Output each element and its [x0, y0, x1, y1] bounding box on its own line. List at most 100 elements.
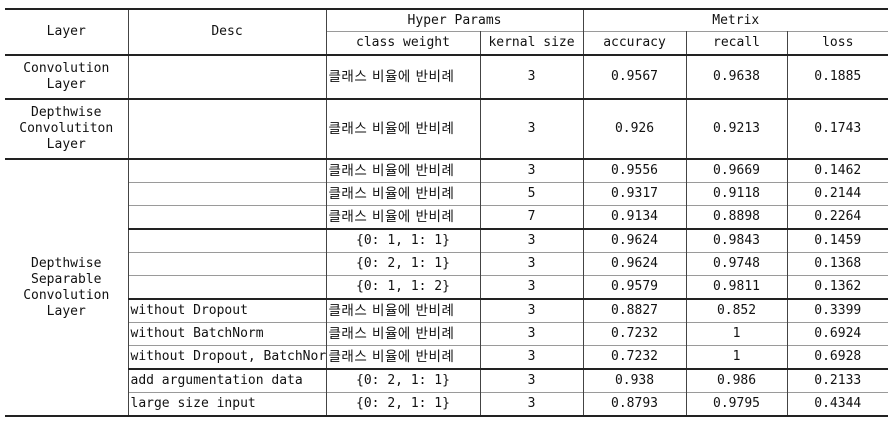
- group-label-depthwise: Depthwise Convolutiton Layer: [5, 98, 129, 159]
- table-row: Depthwise Separable Convolution Layer 클래…: [5, 158, 889, 417]
- table-row: Depthwise Convolutiton Layer 클래스 비율에 반비례…: [5, 98, 889, 159]
- row-loss: 0.1885: [786, 54, 889, 99]
- row-accuracy: 0.9624: [582, 228, 687, 253]
- table-row: {0: 1, 1: 2} 3 0.9579 0.9811 0.1362: [5, 275, 889, 299]
- row-accuracy: 0.9556: [582, 158, 687, 183]
- row-desc: [128, 182, 327, 206]
- row-kernel-size: 3: [479, 392, 584, 417]
- row-loss: 0.2144: [786, 182, 889, 206]
- table-row: 클래스 비율에 반비례 7 0.9134 0.8898 0.2264: [5, 205, 889, 229]
- table-row: without Dropout 클래스 비율에 반비례 3 0.8827 0.8…: [5, 298, 889, 323]
- row-desc: without Dropout: [128, 298, 327, 323]
- row-desc: [127, 54, 327, 99]
- header-desc: Desc: [127, 8, 327, 56]
- row-loss: 0.4344: [786, 392, 889, 417]
- row-desc: [128, 228, 327, 253]
- row-class-weight: {0: 2, 1: 1}: [325, 392, 481, 417]
- row-recall: 0.9638: [685, 54, 788, 99]
- row-desc: without BatchNorm: [128, 322, 327, 346]
- row-desc: large size input: [128, 392, 327, 417]
- row-desc: [128, 252, 327, 276]
- row-accuracy: 0.9317: [582, 182, 687, 206]
- row-recall: 1: [685, 345, 788, 369]
- header-layer: Layer: [5, 8, 129, 56]
- table-row: add argumentation data {0: 2, 1: 1} 3 0.…: [5, 368, 889, 393]
- row-desc: [127, 158, 327, 183]
- row-recall: 0.986: [685, 368, 788, 393]
- row-accuracy: 0.938: [582, 368, 687, 393]
- table-row: without BatchNorm 클래스 비율에 반비례 3 0.7232 1…: [5, 322, 889, 346]
- table-row: 클래스 비율에 반비례 5 0.9317 0.9118 0.2144: [5, 182, 889, 206]
- row-accuracy: 0.9134: [582, 205, 687, 229]
- row-loss: 0.1743: [786, 98, 889, 159]
- row-desc: [127, 98, 327, 159]
- table-row: {0: 1, 1: 1} 3 0.9624 0.9843 0.1459: [5, 228, 889, 253]
- row-kernel-size: 3: [479, 252, 584, 276]
- row-recall: 0.9843: [685, 228, 788, 253]
- row-recall: 0.9795: [685, 392, 788, 417]
- row-accuracy: 0.7232: [582, 345, 687, 369]
- group-label-text: Depthwise Convolutiton Layer: [19, 105, 114, 152]
- row-accuracy: 0.8793: [582, 392, 687, 417]
- row-class-weight: 클래스 비율에 반비례: [325, 298, 481, 323]
- row-desc: without Dropout, BatchNorm: [128, 345, 327, 369]
- row-recall: 0.8898: [685, 205, 788, 229]
- row-accuracy: 0.7232: [582, 322, 687, 346]
- group-label-text: Convolution Layer: [23, 61, 110, 92]
- group-label-convolution: Convolution Layer: [5, 54, 129, 99]
- row-recall: 0.9213: [685, 98, 788, 159]
- row-kernel-size: 3: [479, 98, 584, 159]
- table-row: without Dropout, BatchNorm 클래스 비율에 반비례 3…: [5, 345, 889, 369]
- row-desc: [128, 205, 327, 229]
- header-kernal-size: kernal size: [479, 31, 584, 56]
- row-class-weight: {0: 1, 1: 1}: [325, 228, 481, 253]
- table-row: Convolution Layer 클래스 비율에 반비례 3 0.9567 0…: [5, 54, 889, 99]
- table-row: large size input {0: 2, 1: 1} 3 0.8793 0…: [5, 392, 889, 417]
- row-desc: [128, 275, 327, 299]
- row-accuracy: 0.9624: [582, 252, 687, 276]
- row-kernel-size: 3: [479, 368, 584, 393]
- row-loss: 0.6924: [786, 322, 889, 346]
- row-recall: 0.9669: [685, 158, 788, 183]
- header-recall: recall: [685, 31, 788, 56]
- results-table: Layer Desc Hyper Params Metrix class wei…: [5, 8, 889, 417]
- row-kernel-size: 3: [479, 275, 584, 299]
- row-loss: 0.3399: [786, 298, 889, 323]
- row-loss: 0.2133: [786, 368, 889, 393]
- row-kernel-size: 3: [479, 322, 584, 346]
- row-loss: 0.1362: [786, 275, 889, 299]
- header-loss: loss: [786, 31, 889, 56]
- table-row: {0: 2, 1: 1} 3 0.9624 0.9748 0.1368: [5, 252, 889, 276]
- row-class-weight: {0: 2, 1: 1}: [325, 368, 481, 393]
- row-kernel-size: 3: [479, 158, 584, 183]
- row-class-weight: 클래스 비율에 반비례: [325, 182, 481, 206]
- row-loss: 0.1459: [786, 228, 889, 253]
- row-recall: 1: [685, 322, 788, 346]
- header-accuracy: accuracy: [582, 31, 687, 56]
- row-loss: 0.1462: [786, 158, 889, 183]
- row-class-weight: 클래스 비율에 반비례: [325, 158, 481, 183]
- row-loss: 0.6928: [786, 345, 889, 369]
- row-recall: 0.852: [685, 298, 788, 323]
- row-accuracy: 0.9567: [582, 54, 687, 99]
- row-kernel-size: 7: [479, 205, 584, 229]
- header-hyper-params: Hyper Params: [325, 8, 584, 32]
- row-recall: 0.9118: [685, 182, 788, 206]
- row-class-weight: 클래스 비율에 반비례: [325, 322, 481, 346]
- row-recall: 0.9748: [685, 252, 788, 276]
- header-metrix: Metrix: [582, 8, 889, 32]
- row-kernel-size: 3: [479, 54, 584, 99]
- row-class-weight: 클래스 비율에 반비례: [325, 54, 481, 99]
- row-kernel-size: 3: [479, 345, 584, 369]
- row-class-weight: 클래스 비율에 반비례: [325, 98, 481, 159]
- row-accuracy: 0.8827: [582, 298, 687, 323]
- group-label-depthwise-separable: Depthwise Separable Convolution Layer: [5, 158, 129, 417]
- row-class-weight: 클래스 비율에 반비례: [325, 345, 481, 369]
- row-accuracy: 0.926: [582, 98, 687, 159]
- row-recall: 0.9811: [685, 275, 788, 299]
- row-loss: 0.1368: [786, 252, 889, 276]
- row-class-weight: 클래스 비율에 반비례: [325, 205, 481, 229]
- row-kernel-size: 3: [479, 298, 584, 323]
- row-class-weight: {0: 2, 1: 1}: [325, 252, 481, 276]
- row-accuracy: 0.9579: [582, 275, 687, 299]
